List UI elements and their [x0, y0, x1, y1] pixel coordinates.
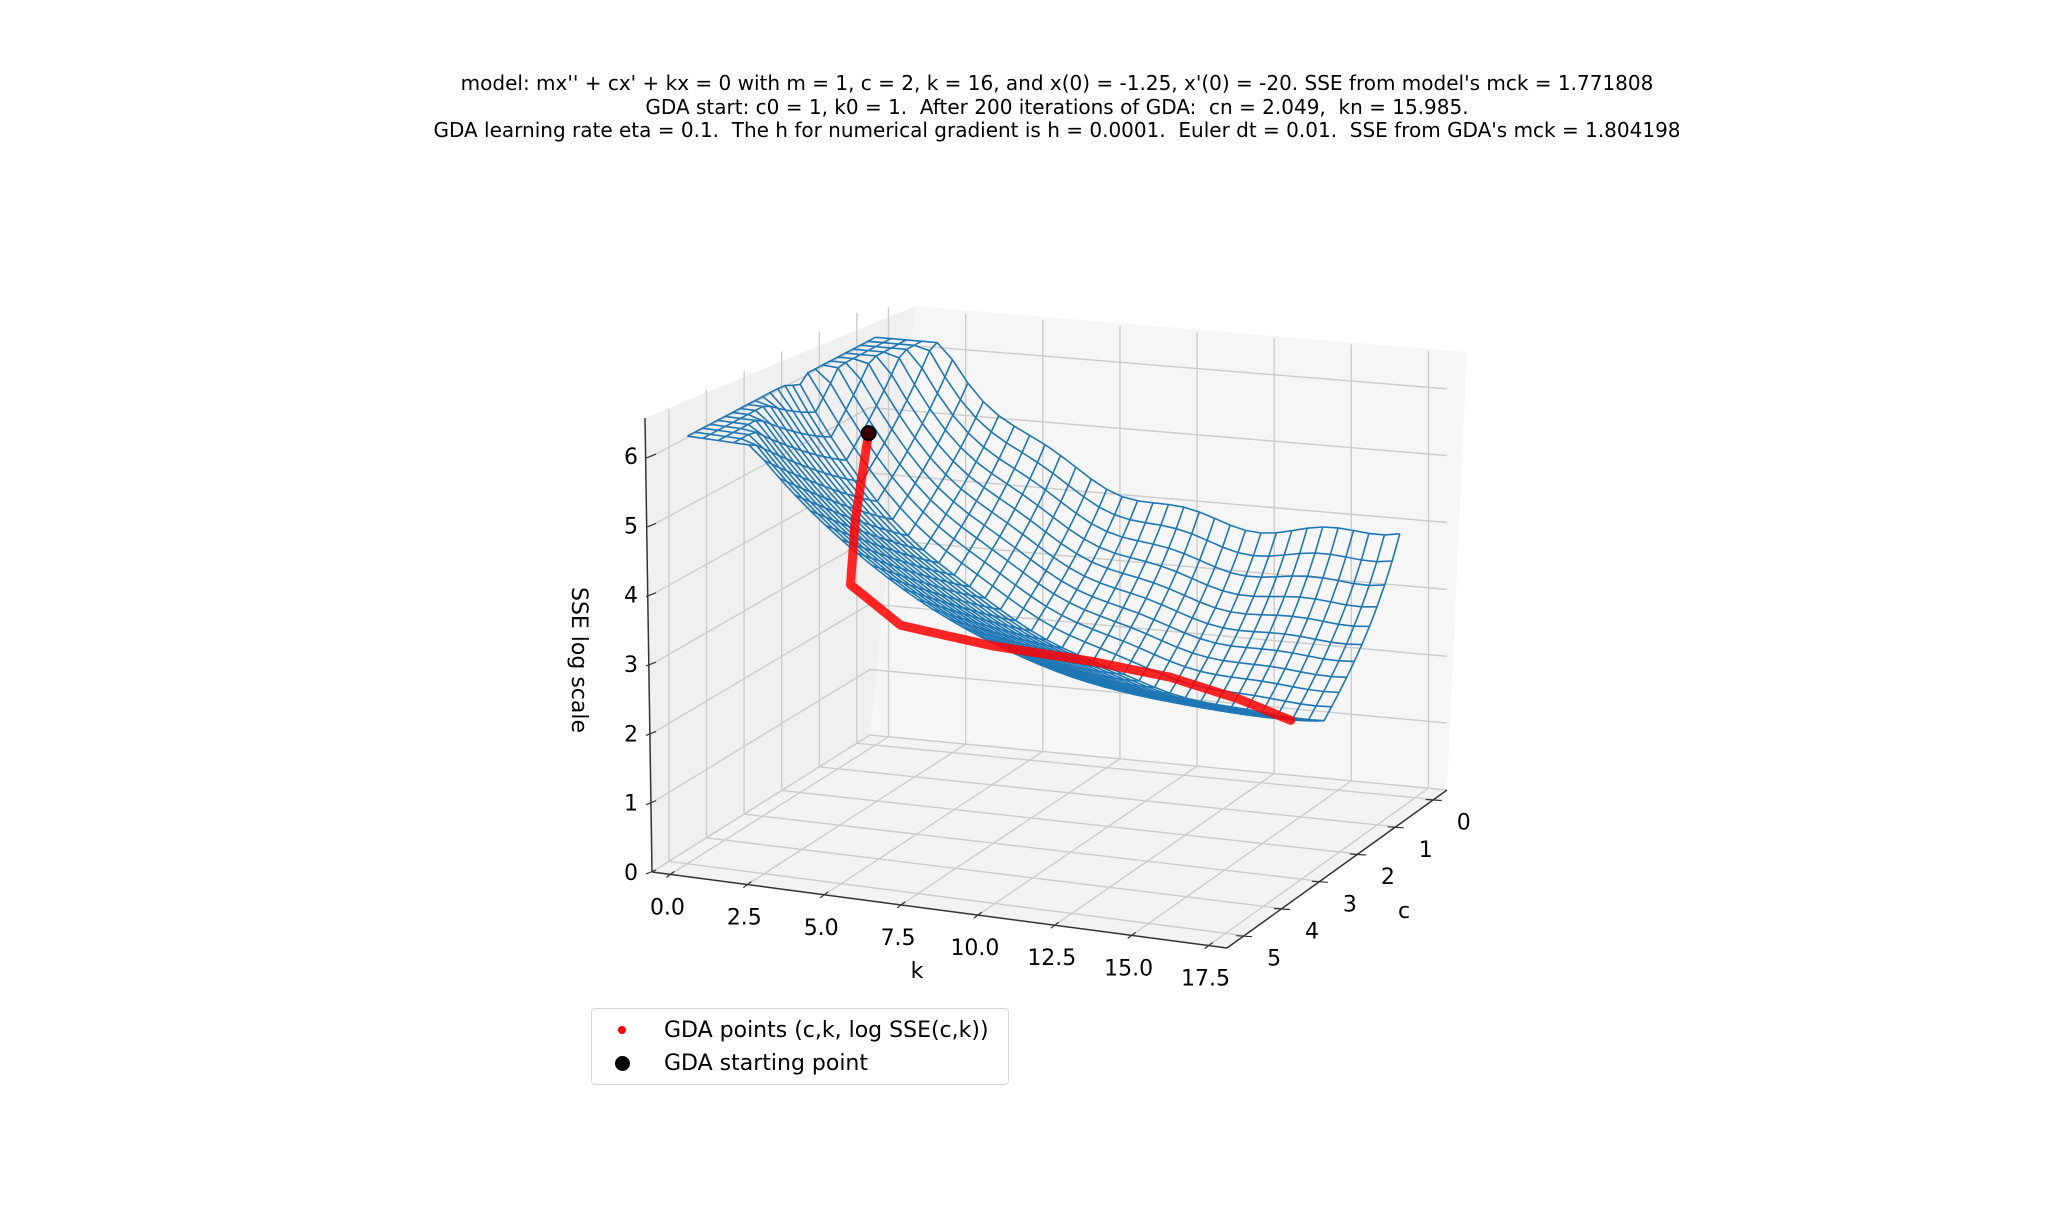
x-tick-label: 17.5 [1181, 967, 1230, 992]
black-dot-icon [615, 1056, 630, 1071]
z-tick-label: 1 [624, 792, 638, 817]
y-tick-label: 1 [1419, 838, 1433, 863]
legend-item-start-point: GDA starting point [592, 1047, 868, 1079]
legend: GDA points (c,k, log SSE(c,k)) GDA start… [591, 1008, 1009, 1085]
x-tick-label: 2.5 [727, 906, 762, 931]
x-tick-label: 7.5 [881, 926, 916, 951]
y-tick-label: 4 [1305, 920, 1319, 945]
title-line-2: GDA start: c0 = 1, k0 = 1. After 200 ite… [645, 94, 1469, 119]
x-axis-label: k [911, 959, 924, 984]
y-tick-label: 2 [1381, 865, 1395, 890]
z-axis-label: SSE log scale [566, 587, 591, 733]
y-tick-label: 3 [1343, 892, 1357, 917]
x-tick-label: 12.5 [1027, 946, 1076, 971]
red-dot-icon [618, 1026, 626, 1034]
z-tick-label: 5 [624, 514, 638, 539]
title-line-3: GDA learning rate eta = 0.1. The h for n… [433, 118, 1681, 142]
title-line-1: model: mx'' + cx' + kx = 0 with m = 1, c… [460, 71, 1654, 95]
z-tick-label: 4 [624, 584, 638, 609]
z-tick-label: 2 [624, 722, 638, 747]
z-tick-label: 0 [624, 861, 638, 886]
y-tick-label: 5 [1267, 947, 1281, 972]
z-tick-label: 6 [624, 445, 638, 470]
axis-panes [645, 306, 1467, 948]
y-tick-label: 0 [1457, 811, 1471, 836]
x-tick-label: 15.0 [1104, 956, 1153, 981]
z-tick-label: 3 [624, 653, 638, 678]
x-tick-label: 0.0 [650, 895, 685, 920]
chart-title: model: mx'' + cx' + kx = 0 with m = 1, c… [0, 71, 2048, 143]
x-tick-label: 10.0 [950, 936, 999, 961]
y-axis-label: c [1398, 899, 1410, 924]
x-tick-label: 5.0 [804, 916, 839, 941]
legend-item-gda-points: GDA points (c,k, log SSE(c,k)) [592, 1014, 989, 1046]
legend-label: GDA starting point [664, 1050, 869, 1076]
left-pane [645, 306, 915, 872]
floor-pane [652, 735, 1447, 948]
legend-label: GDA points (c,k, log SSE(c,k)) [664, 1017, 989, 1043]
gda-path [846, 428, 1296, 725]
